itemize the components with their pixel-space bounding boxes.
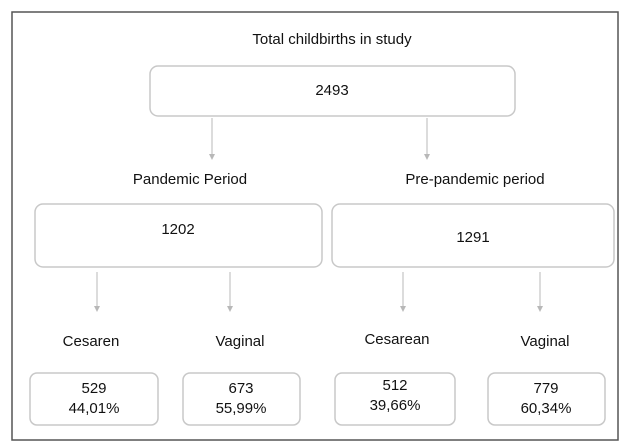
leaf-box bbox=[182, 372, 301, 426]
leaf-percent: 44,01% bbox=[69, 400, 120, 417]
leaf-count: 673 bbox=[228, 380, 253, 397]
group-label: Pandemic Period bbox=[133, 171, 247, 188]
leaf-count: 529 bbox=[81, 380, 106, 397]
leaf-percent: 55,99% bbox=[216, 400, 267, 417]
leaf-label: Cesarean bbox=[364, 331, 429, 348]
leaf-percent: 39,66% bbox=[370, 397, 421, 414]
leaf-box bbox=[29, 372, 159, 426]
leaf-label: Vaginal bbox=[521, 333, 570, 350]
leaf-label: Cesaren bbox=[63, 333, 120, 350]
leaf-box bbox=[334, 372, 456, 426]
frame bbox=[11, 11, 619, 441]
group-count: 1291 bbox=[456, 229, 489, 246]
leaf-box bbox=[487, 372, 606, 426]
leaf-count: 779 bbox=[533, 380, 558, 397]
total-box bbox=[149, 65, 516, 117]
group-box bbox=[34, 203, 323, 268]
leaf-count: 512 bbox=[382, 377, 407, 394]
diagram-title: Total childbirths in study bbox=[252, 31, 412, 48]
group-label: Pre-pandemic period bbox=[405, 171, 544, 188]
total-count: 2493 bbox=[315, 82, 348, 99]
group-box bbox=[331, 203, 615, 268]
arrows bbox=[94, 118, 543, 312]
leaf-percent: 60,34% bbox=[521, 400, 572, 417]
group-count: 1202 bbox=[161, 221, 194, 238]
leaf-label: Vaginal bbox=[216, 333, 265, 350]
